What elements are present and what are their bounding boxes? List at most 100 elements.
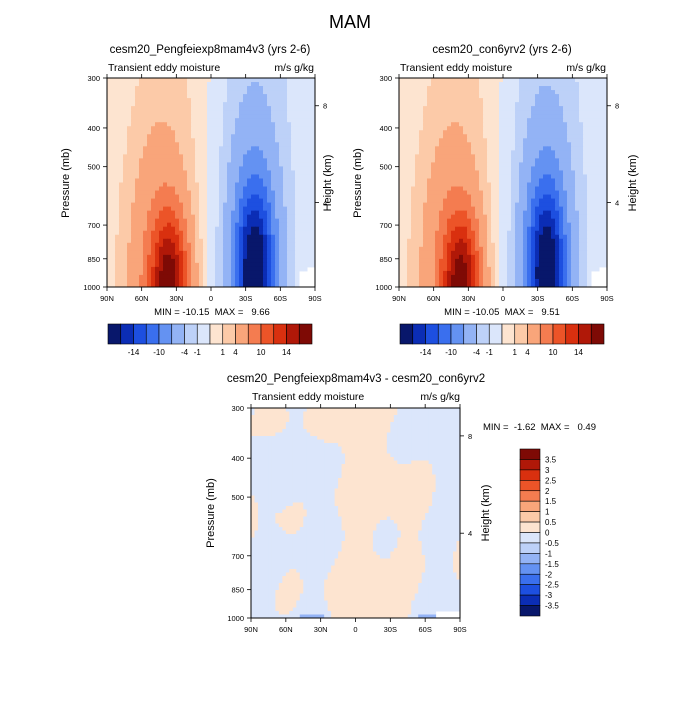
field-cell xyxy=(263,110,268,115)
field-cell xyxy=(191,110,196,115)
field-cell xyxy=(295,154,300,159)
field-cell xyxy=(491,215,496,220)
field-cell xyxy=(299,162,304,167)
field-cell xyxy=(447,102,452,107)
field-cell xyxy=(563,106,568,111)
field-cell xyxy=(283,134,288,139)
field-cell xyxy=(579,82,584,87)
field-cell xyxy=(299,191,304,196)
field-cell xyxy=(243,235,248,240)
field-cell xyxy=(147,247,152,252)
field-cell xyxy=(227,82,232,87)
field-cell xyxy=(215,191,220,196)
field-cell xyxy=(555,195,560,200)
field-cell xyxy=(179,146,184,151)
field-cell xyxy=(503,211,508,216)
field-cell xyxy=(155,110,160,115)
field-cell xyxy=(139,110,144,115)
field-cell xyxy=(199,150,204,155)
field-cell xyxy=(235,211,240,216)
field-cell xyxy=(435,187,440,192)
field-cell xyxy=(179,150,184,155)
field-cell xyxy=(283,150,288,155)
field-cell xyxy=(279,183,284,188)
field-cell xyxy=(563,195,568,200)
field-cell xyxy=(587,223,592,228)
field-cell xyxy=(487,150,492,155)
field-cell xyxy=(471,227,476,232)
field-cell xyxy=(507,118,512,123)
field-cell xyxy=(511,211,516,216)
field-cell xyxy=(167,187,172,192)
field-cell xyxy=(567,110,572,115)
field-cell xyxy=(407,126,412,131)
field-cell xyxy=(459,134,464,139)
field-cell xyxy=(491,211,496,216)
field-cell xyxy=(135,211,140,216)
field-cell xyxy=(459,110,464,115)
field-cell xyxy=(203,158,208,163)
field-cell xyxy=(211,142,216,147)
field-cell xyxy=(491,78,496,83)
field-cell xyxy=(263,126,268,131)
field-cell xyxy=(587,207,592,212)
field-cell xyxy=(263,170,268,175)
field-cell xyxy=(159,275,164,280)
field-cell xyxy=(263,98,268,103)
field-cell xyxy=(567,134,572,139)
field-cell xyxy=(499,191,504,196)
field-cell xyxy=(199,243,204,248)
field-cell xyxy=(515,215,520,220)
field-cell xyxy=(147,227,152,232)
field-cell xyxy=(167,203,172,208)
field-cell xyxy=(455,247,460,252)
field-cell xyxy=(259,199,264,204)
field-cell xyxy=(599,183,604,188)
field-cell xyxy=(155,82,160,87)
field-cell xyxy=(471,170,476,175)
field-cell xyxy=(199,251,204,256)
field-cell xyxy=(107,219,112,224)
field-cell xyxy=(523,158,528,163)
field-cell xyxy=(555,122,560,127)
field-cell xyxy=(491,106,496,111)
field-cell xyxy=(483,199,488,204)
field-cell xyxy=(263,215,268,220)
field-cell xyxy=(491,247,496,252)
field-cell xyxy=(447,239,452,244)
field-cell xyxy=(563,231,568,236)
field-cell xyxy=(519,78,524,83)
field-cell xyxy=(491,219,496,224)
field-cell xyxy=(219,110,224,115)
field-cell xyxy=(111,211,116,216)
field-cell xyxy=(527,174,532,179)
field-cell xyxy=(575,199,580,204)
field-cell xyxy=(411,178,416,183)
field-cell xyxy=(415,187,420,192)
field-cell xyxy=(539,166,544,171)
field-cell xyxy=(467,102,472,107)
field-cell xyxy=(519,162,524,167)
field-cell xyxy=(179,223,184,228)
field-cell xyxy=(555,138,560,143)
field-cell xyxy=(283,142,288,147)
field-cell xyxy=(435,130,440,135)
field-cell xyxy=(143,251,148,256)
field-cell xyxy=(191,122,196,127)
field-cell xyxy=(263,259,268,264)
field-cell xyxy=(551,219,556,224)
field-cell xyxy=(207,187,212,192)
field-cell xyxy=(299,118,304,123)
field-cell xyxy=(179,267,184,272)
field-cell xyxy=(595,187,600,192)
field-cell xyxy=(247,78,252,83)
field-cell xyxy=(147,267,152,272)
field-cell xyxy=(195,158,200,163)
field-cell xyxy=(295,94,300,99)
field-cell xyxy=(563,86,568,91)
field-cell xyxy=(591,195,596,200)
field-cell xyxy=(511,199,516,204)
field-cell xyxy=(135,271,140,276)
field-cell xyxy=(191,263,196,268)
field-cell xyxy=(119,174,124,179)
